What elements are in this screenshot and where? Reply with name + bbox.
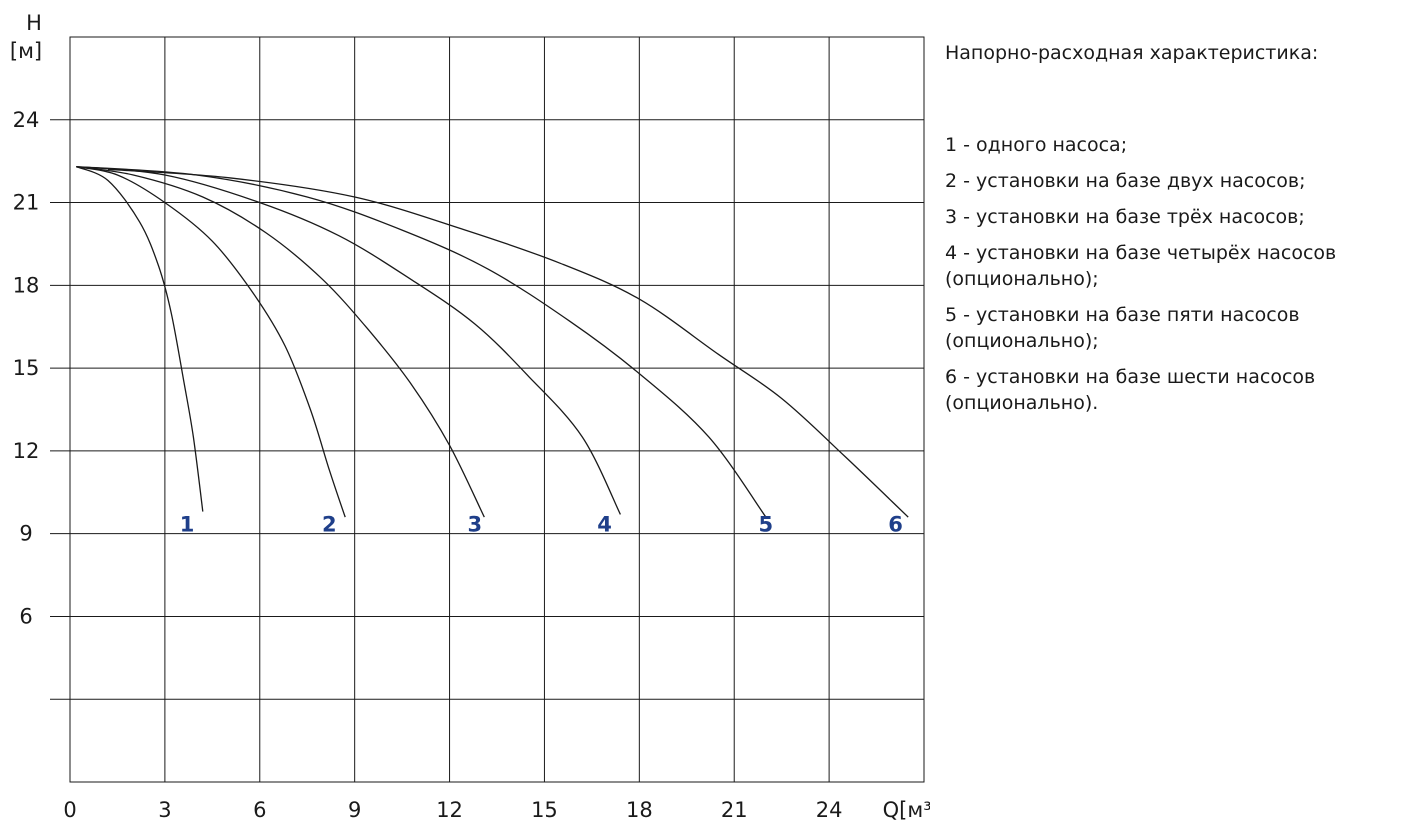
series-line-2: [76, 166, 346, 518]
y-tick-label: 6: [19, 604, 32, 628]
y-tick-label: 18: [13, 273, 40, 297]
curve-label-1: 1: [180, 513, 195, 537]
x-tick-label: 21: [721, 798, 748, 822]
legend-item: 3 - установки на базе трёх насосов;: [945, 206, 1305, 228]
series-lines: [76, 166, 909, 518]
x-tick-label: 12: [436, 798, 463, 822]
series-line-6: [107, 168, 909, 518]
y-axis-unit: [м]: [10, 39, 42, 63]
x-tick-label: 0: [63, 798, 76, 822]
x-axis-label: Q[м³/ч]: [883, 798, 930, 822]
curve-labels: 1 2 3 4 5 6: [180, 513, 903, 537]
curve-label-6: 6: [888, 513, 903, 537]
y-tick-label: 21: [13, 191, 40, 215]
legend: Напорно-расходная характеристика: 1 - од…: [945, 40, 1400, 426]
y-tick-label: 12: [13, 439, 40, 463]
x-tick-label: 9: [348, 798, 361, 822]
legend-item: 4 - установки на базе четырёх насосов (о…: [945, 242, 1337, 290]
y-tick-label: 15: [13, 356, 40, 380]
y-axis-symbol: H: [26, 11, 42, 35]
curve-label-3: 3: [468, 513, 483, 537]
x-tick-label: 15: [531, 798, 558, 822]
plot-frame: [69, 36, 925, 783]
series-line-4: [76, 166, 621, 515]
grid: [50, 36, 925, 783]
series-line-1: [76, 166, 204, 512]
series-line-5: [76, 166, 767, 518]
curve-label-5: 5: [759, 513, 774, 537]
legend-title: Напорно-расходная характеристика:: [945, 42, 1319, 64]
pump-curve-chart: H [м] Q[м³/ч] 03691215182124691215182124…: [10, 11, 930, 822]
legend-item: 2 - установки на базе двух насосов;: [945, 170, 1306, 192]
curve-label-2: 2: [322, 513, 337, 537]
legend-item: 5 - установки на базе пяти насосов (опци…: [945, 304, 1300, 352]
series-line-3: [76, 166, 485, 518]
x-tick-label: 3: [158, 798, 171, 822]
legend-item: 1 - одного насоса;: [945, 134, 1128, 156]
legend-item: 6 - установки на базе шести насосов (опц…: [945, 366, 1316, 414]
curve-label-4: 4: [597, 513, 612, 537]
y-tick-label: 9: [19, 522, 32, 546]
y-tick-label: 24: [13, 108, 40, 132]
x-tick-label: 24: [816, 798, 843, 822]
x-tick-label: 6: [253, 798, 266, 822]
x-tick-label: 18: [626, 798, 653, 822]
